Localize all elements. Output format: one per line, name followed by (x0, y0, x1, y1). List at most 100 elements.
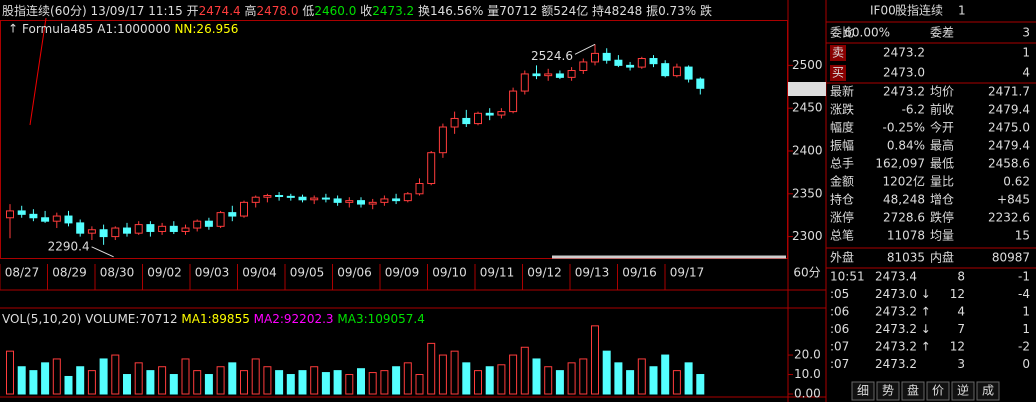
candle-body (251, 196, 260, 203)
header-item: 持 (592, 3, 604, 18)
candle-body (450, 117, 459, 128)
tick-change: 0 (1022, 357, 1030, 371)
candle-body (497, 111, 506, 116)
y-tick-label: 2400 (792, 143, 823, 157)
volume-bar (579, 358, 588, 395)
candle-body (158, 225, 167, 232)
candle-body (567, 70, 576, 78)
volume-bar (626, 370, 635, 395)
volume-bar (99, 358, 108, 395)
date-label: 09/13 (575, 266, 610, 280)
candle-body (403, 193, 412, 202)
volume-bar (169, 374, 178, 395)
volume-bar (403, 362, 412, 395)
volume-bar (520, 346, 529, 395)
date-label: 09/16 (622, 266, 657, 280)
header-item: 2474.4 (199, 4, 241, 18)
volume-bar (333, 370, 342, 395)
label: 均价 (930, 85, 954, 99)
volume-bar (357, 368, 365, 395)
candle-body (579, 61, 588, 72)
label: 卖 (832, 46, 844, 60)
tab-label[interactable]: 成 (982, 384, 994, 398)
y-tick-label: 10.0 (794, 367, 821, 381)
candle-body (392, 198, 401, 202)
volume-bar (228, 362, 237, 395)
volume-bar (684, 362, 693, 395)
header-item: 量 (487, 4, 499, 18)
label: 162,097 (875, 157, 925, 171)
candle-body (532, 73, 541, 77)
tab[interactable] (976, 381, 1000, 401)
indicator-line: Formula485 A1:1000000 NN:26.956 (22, 22, 238, 36)
volume-bar (298, 370, 307, 395)
label: -6.2 (902, 103, 925, 117)
label: 振幅 (830, 138, 854, 153)
label: 3 (1022, 26, 1030, 40)
header: 股指连续(60分) 13/09/17 11:15 开2474.4 高2478.0… (2, 3, 712, 18)
volume-bar (637, 358, 646, 395)
header-item: 低 (302, 4, 314, 18)
tab-label[interactable]: 盘 (907, 383, 919, 398)
candle-body (99, 229, 108, 238)
header-item: 振 (646, 4, 658, 18)
label: 持仓 (830, 192, 854, 207)
label: 80987 (992, 251, 1030, 265)
label: 委差 (930, 26, 954, 40)
volume-bar (602, 350, 611, 395)
volume-bar (649, 366, 658, 395)
label: 总笔 (830, 228, 854, 243)
candle-body (438, 126, 447, 154)
tab-label[interactable]: 势 (882, 384, 894, 398)
tab[interactable] (901, 381, 925, 401)
tick-volume: 3 (957, 357, 965, 371)
candle-body (462, 117, 471, 125)
candle-body (216, 212, 225, 227)
tick-volume: 12 (950, 340, 965, 354)
date-label: 08/30 (100, 266, 135, 280)
volume-bar (158, 366, 167, 395)
tab[interactable] (851, 381, 875, 401)
header-item: 开 (187, 4, 199, 18)
label: 0.62 (1003, 175, 1030, 189)
volume-bar (427, 342, 436, 395)
volume-bar (672, 370, 681, 395)
header-item: MA1:89855 (181, 312, 249, 326)
volume-bar (321, 372, 330, 395)
header-item: 11:15 (148, 4, 183, 18)
label: 量比 (930, 175, 954, 189)
tick-volume: 4 (957, 305, 965, 319)
label: 总手 (830, 157, 854, 171)
tick-price: 2473.2 ↑ (875, 305, 931, 319)
date-label: 08/29 (52, 266, 87, 280)
y-tick-label: 2350 (792, 186, 823, 200)
tick-time: 10:51 (830, 270, 865, 284)
tab[interactable] (951, 381, 975, 401)
volume-bar (450, 350, 459, 395)
header-item: 2473.2 (372, 4, 414, 18)
tab[interactable] (926, 381, 950, 401)
header-item: Formula485 (22, 22, 93, 36)
label: 2728.6 (883, 211, 925, 225)
candle-body (591, 52, 599, 63)
candle-body (637, 58, 646, 68)
tab-label[interactable]: 逆 (957, 383, 969, 398)
candle-body (661, 63, 670, 77)
tab-label[interactable]: 细 (857, 384, 869, 398)
candle-body (520, 73, 529, 92)
header-item: MA2:92202.3 (254, 312, 334, 326)
volume-bar (76, 366, 85, 395)
header-item: MA3:109057.4 (337, 312, 425, 326)
volume-bar (52, 358, 61, 395)
volume-bar (6, 350, 14, 395)
tab[interactable] (876, 381, 900, 401)
current-price: 2473 (792, 82, 823, 96)
candle-body (193, 220, 202, 229)
tab-label[interactable]: 价 (932, 384, 944, 398)
tick-price: 2473.4 (875, 270, 917, 284)
volume-bar (591, 325, 599, 395)
volume-bar (286, 374, 295, 395)
volume-bar (345, 374, 354, 395)
volume-legend: VOL(5,10,20) VOLUME:70712 MA1:89855 MA2:… (2, 312, 425, 326)
volume-bar (17, 366, 26, 395)
